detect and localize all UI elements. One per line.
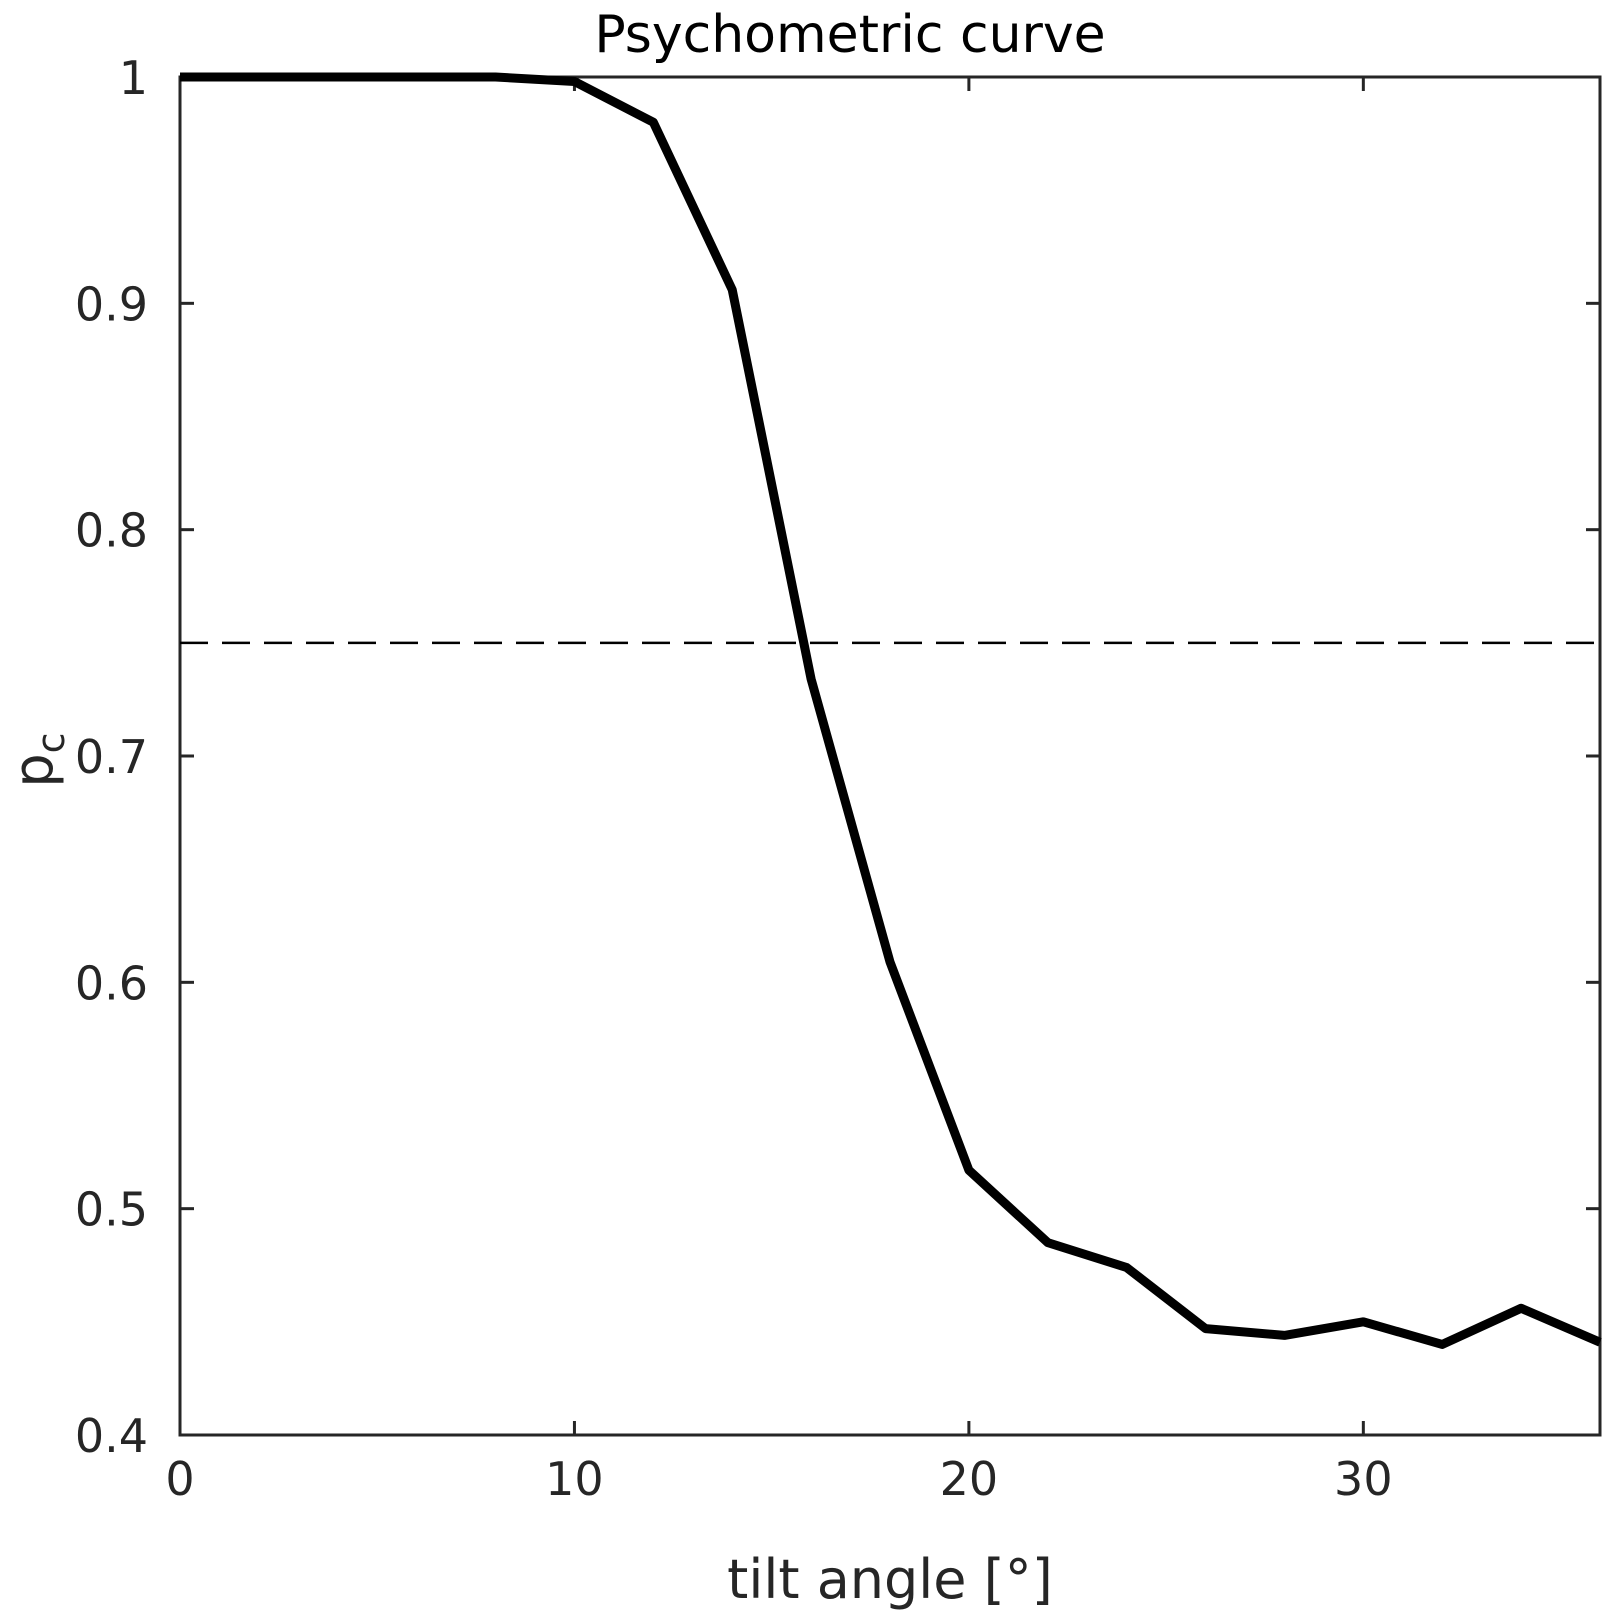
x-tick-label: 0 <box>165 1452 194 1506</box>
y-tick-label: 0.8 <box>75 504 148 558</box>
psychometric-curve <box>180 72 1602 1349</box>
y-tick-label: 1 <box>119 51 148 105</box>
y-tick-label: 0.4 <box>75 1409 148 1463</box>
y-axis-label-subscript: c <box>29 732 73 753</box>
x-axis-label: tilt angle [°] <box>727 1548 1053 1611</box>
x-tick-label: 10 <box>545 1452 604 1506</box>
y-axis-label-main: p <box>2 753 65 787</box>
chart-title: Psychometric curve <box>594 5 1105 65</box>
plot-area <box>178 75 1602 1437</box>
y-tick-label: 0.9 <box>75 277 148 331</box>
y-tick-label: 0.7 <box>75 730 148 784</box>
x-tick-label: 30 <box>1334 1452 1393 1506</box>
x-tick-label: 20 <box>940 1452 999 1506</box>
y-tick-label: 0.6 <box>75 956 148 1010</box>
y-tick-label: 0.5 <box>75 1183 148 1237</box>
y-axis-label: pc <box>2 732 73 787</box>
